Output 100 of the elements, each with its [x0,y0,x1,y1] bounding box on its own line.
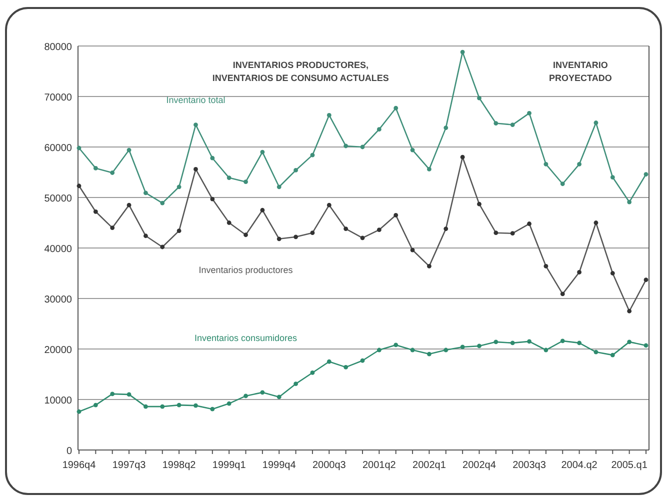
point [144,190,148,196]
point [176,402,182,408]
y-tick-label: 10000 [44,396,72,406]
text: Inventarios consumidores [194,332,298,343]
point [477,202,482,206]
point [160,200,165,206]
point [226,401,232,406]
y-tick-label: 80000 [44,42,72,53]
point [410,148,415,152]
point [594,220,598,225]
point [126,148,132,152]
point [460,50,465,54]
y-tick-label: 0 [66,446,72,457]
point [594,350,598,354]
point [477,96,482,100]
point [244,180,248,184]
point [344,226,348,232]
point [194,403,198,408]
x-tick-label: 2002q4 [462,460,496,471]
point [226,176,232,180]
point [294,168,298,172]
point [627,308,632,314]
x-tick-label: 2000q3 [312,460,346,471]
point [160,244,165,250]
point [160,404,165,409]
point [144,234,148,238]
point [427,167,432,172]
point [510,122,515,127]
point [260,150,265,154]
point [310,230,315,236]
point [76,146,82,150]
point [76,409,82,414]
point [560,292,565,296]
point [510,340,515,346]
point [577,340,582,346]
point [326,359,332,364]
point [294,234,298,240]
point [210,196,215,202]
point [376,127,382,132]
point [194,167,198,172]
point [226,220,232,225]
point [244,232,248,238]
point [494,121,498,126]
point [360,236,365,240]
point [627,200,632,204]
point [644,172,648,176]
point [93,166,98,170]
point [344,144,348,148]
point [610,271,615,276]
point [544,264,548,268]
point [110,392,115,396]
point [627,340,632,344]
point [460,344,465,350]
point [577,162,582,166]
point [510,231,515,236]
x-tick-label: 2005.q1 [611,460,648,471]
point [126,392,132,397]
point [444,226,448,232]
point [260,390,265,395]
point [276,236,282,242]
point [427,352,432,356]
x-tick-label: 2003q3 [512,460,546,471]
point [260,208,265,212]
point [294,382,298,386]
point [394,106,398,110]
point [276,394,282,400]
point [527,110,532,116]
annotation: INVENTARIOS PRODUCTORES, INVENTARIOS DE CONSUMO ACTUALES [212,60,389,83]
point [444,126,448,130]
point [310,370,315,375]
y-tick-label: 60000 [44,143,72,154]
point [76,184,82,188]
x-tick-label: 1999q4 [262,460,296,471]
point [110,226,115,230]
y-tick-label: 50000 [44,194,72,204]
point [394,212,398,218]
point [444,348,448,352]
point [376,228,382,232]
point [594,120,598,125]
y-tick-label: 30000 [44,294,72,306]
point [360,358,365,363]
text: Inventario total [166,94,226,105]
point [244,394,248,398]
point [427,264,432,268]
y-tick-label: 20000 [44,345,72,356]
point [326,202,332,208]
point [93,209,98,214]
x-tick-label: 2001q2 [362,460,396,471]
y-tick-label: 40000 [44,244,72,255]
text: Inventarios productores [198,264,294,275]
point [577,270,582,274]
point [310,152,315,158]
point [376,348,382,352]
annotation: INVENTARIO PROYECTADO [549,60,612,83]
point [494,340,498,344]
point [176,228,182,234]
point [494,230,498,236]
point [410,348,415,352]
point [176,184,182,190]
x-tick-label: 1996q4 [62,460,96,471]
